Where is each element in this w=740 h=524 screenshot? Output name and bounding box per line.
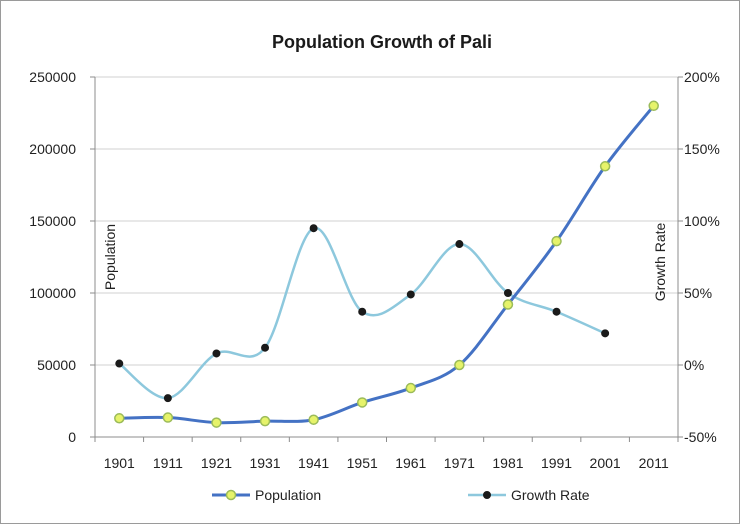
- growth-rate-point: [358, 307, 367, 316]
- growth-rate-point: [601, 329, 610, 338]
- population-point: [356, 397, 368, 408]
- legend-swatch-marker: [225, 489, 237, 501]
- population-point: [308, 414, 319, 425]
- population-point: [551, 235, 562, 247]
- x-tick-label: 2001: [590, 455, 621, 471]
- population-point: [211, 417, 222, 428]
- x-tick-label: 1971: [444, 455, 475, 471]
- y-left-tick-label: 50000: [37, 357, 76, 373]
- x-tick-label: 1991: [541, 455, 572, 471]
- population-point: [162, 412, 174, 423]
- legend-label: Population: [255, 487, 321, 503]
- x-tick-label: 1961: [395, 455, 426, 471]
- population-point: [648, 100, 659, 112]
- x-tick-label: 1951: [347, 455, 378, 471]
- population-point: [114, 413, 125, 424]
- y-right-tick-label: 50%: [684, 285, 712, 301]
- x-tick-label: 1931: [249, 455, 280, 471]
- x-tick-label: 1911: [153, 455, 183, 471]
- growth-rate-point: [261, 343, 270, 352]
- y-axis-left-label: Population: [102, 224, 118, 290]
- x-tick-label: 1901: [104, 455, 135, 471]
- x-tick-label: 2011: [639, 455, 669, 471]
- y-left-tick-label: 250000: [29, 69, 76, 85]
- legend-swatch-marker: [483, 491, 491, 499]
- legend: Population Growth Rate: [212, 487, 590, 503]
- legend-label: Growth Rate: [511, 487, 590, 503]
- series-layer: [114, 100, 659, 428]
- population-point: [405, 382, 417, 394]
- x-tick-label: 1981: [492, 455, 523, 471]
- y-right-tick-label: -50%: [684, 429, 717, 445]
- population-point: [259, 415, 271, 427]
- legend-item-growth-rate: Growth Rate: [468, 487, 590, 503]
- growth-rate-point: [406, 290, 415, 299]
- x-tick-label: 1941: [298, 455, 329, 471]
- y-right-tick-label: 0%: [684, 357, 704, 373]
- legend-item-population: Population: [212, 487, 321, 503]
- tick-labels: 0 -50% 50000 0% 100000 50% 150000 100% 200000 150…: [29, 69, 720, 471]
- population-point: [502, 299, 514, 310]
- y-right-tick-label: 150%: [684, 141, 720, 157]
- y-left-tick-label: 150000: [29, 213, 76, 229]
- y-left-tick-label: 0: [68, 429, 76, 445]
- growth-rate-point: [212, 349, 221, 358]
- population-point: [599, 161, 611, 172]
- growth-rate-point: [455, 240, 464, 249]
- chart-title: Population Growth of Pali: [272, 32, 492, 52]
- growth-rate-point: [309, 224, 318, 233]
- gridlines: [95, 76, 678, 366]
- growth-rate-point: [163, 394, 172, 403]
- growth-rate-point: [503, 289, 512, 297]
- y-left-tick-label: 200000: [29, 141, 76, 157]
- population-point: [454, 359, 465, 371]
- growth-rate-point: [552, 307, 561, 316]
- y-right-tick-label: 100%: [684, 213, 720, 229]
- y-right-tick-label: 200%: [684, 69, 720, 85]
- y-left-tick-label: 100000: [29, 285, 76, 301]
- x-tick-label: 1921: [201, 455, 232, 471]
- y-axis-right-label: Growth Rate: [652, 222, 668, 301]
- growth-rate-point: [115, 359, 124, 368]
- axes: [90, 76, 683, 442]
